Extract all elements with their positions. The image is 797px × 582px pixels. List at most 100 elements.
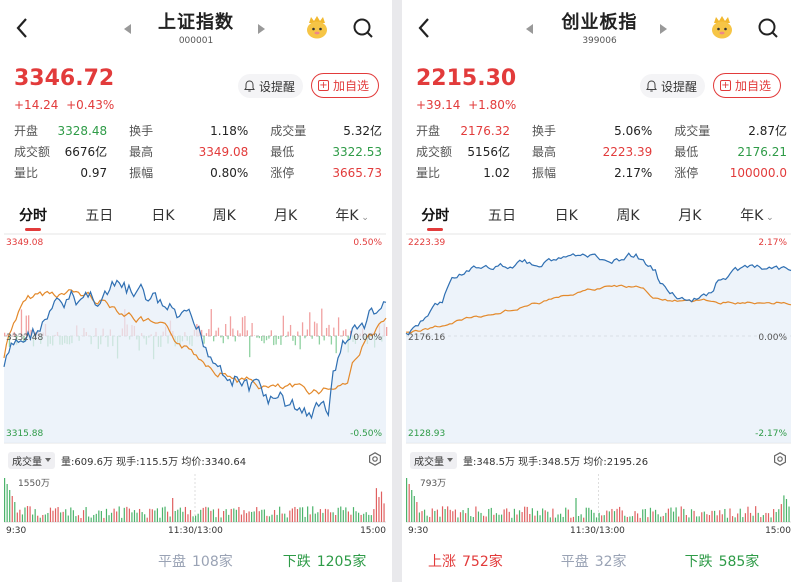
intraday-chart: 2223.39 2176.16 2128.93 2.17% 0.00% -2.1… [402,232,797,451]
volume-bar [544,510,546,522]
volume-bar [332,512,334,522]
set-alert-label: 设提醒 [661,79,698,94]
prev-triangle-icon[interactable] [124,24,131,34]
tab-3[interactable]: 周K [616,201,639,229]
gear-icon[interactable] [773,452,787,466]
momentum-bar [325,327,328,336]
tab-0[interactable]: 分时 [421,201,449,231]
gear-icon[interactable] [368,452,382,466]
volume-bar [11,496,13,522]
volume-bar [536,510,539,522]
volume-bar [243,510,245,522]
dropdown-triangle-icon [45,458,51,462]
volume-bar [141,512,143,522]
volume-bar [4,478,6,522]
volume-dropdown[interactable]: 成交量 [410,451,457,469]
search-icon[interactable] [757,17,779,39]
back-arrow-icon[interactable] [12,14,34,42]
mascot-icon[interactable] [709,14,735,40]
tab-2[interactable]: 日K [151,201,174,229]
chart-pct-low-label: -0.50% [350,429,382,439]
tab-2[interactable]: 日K [555,201,578,229]
volume-bar [172,498,174,522]
volume-bar [368,514,370,522]
add-watchlist-button[interactable]: + 加自选 [311,73,380,98]
chart-pct-high-label: 0.50% [353,238,382,248]
stats-row: 量比 1.02 振幅 2.17% 涨停 100000.0 [416,162,787,183]
volume-bar [380,491,383,522]
volume-bar [93,514,95,522]
change-percent: +0.43% [66,98,115,112]
tab-4[interactable]: 月K [274,201,297,229]
stat-label: 涨停 [270,166,295,180]
volume-bar [21,514,24,522]
tab-label: 年K [335,208,359,224]
volume-bar [575,498,577,522]
volume-bar [560,513,562,522]
stat-label: 成交量 [270,124,307,138]
volume-dropdown[interactable]: 成交量 [8,451,55,469]
tab-4[interactable]: 月K [678,201,701,229]
volume-bar [225,509,227,522]
chart-mid-label: 2176.16 [408,333,446,343]
tab-1[interactable]: 五日 [85,201,113,229]
volume-bar [675,507,677,522]
volume-bar [611,508,613,522]
volume-bar [352,507,355,522]
tab-5[interactable]: 年K ⌄ [335,201,369,229]
tab-1[interactable]: 五日 [488,201,516,229]
stat-label: 最高 [129,145,154,159]
add-watchlist-button[interactable]: + 加自选 [713,73,782,98]
prev-triangle-icon[interactable] [526,24,533,34]
volume-info: 量:348.5万 现手:348.5万 均价:2195.26 [463,456,649,468]
volume-bar [542,508,544,522]
volume-bar [212,509,215,522]
volume-bar [182,511,184,522]
momentum-bar [13,331,15,336]
tab-0[interactable]: 分时 [19,201,47,231]
volume-bar [220,517,222,522]
volume-bar [294,506,296,522]
set-alert-button[interactable]: 设提醒 [238,74,304,98]
tab-label: 月K [678,208,702,224]
volume-bar [585,507,587,522]
mascot-icon[interactable] [304,14,330,40]
momentum-bar [292,336,294,341]
momentum-bar [263,336,265,344]
momentum-bar [316,323,318,336]
volume-bar [773,509,775,522]
volume-bar [335,515,337,522]
volume-bar [547,511,549,522]
tab-3[interactable]: 周K [213,201,236,229]
momentum-bar [311,336,313,339]
volume-bar [606,510,608,522]
momentum-bar [256,336,258,338]
volume-bar [312,506,314,522]
volume-bar [721,514,723,522]
stat-item: 涨停 3665.73 [270,164,382,181]
volume-bar [296,509,299,522]
tab-5[interactable]: 年K ⌄ [740,201,774,229]
next-triangle-icon[interactable] [258,24,265,34]
volume-bar [526,506,528,522]
stat-item: 振幅 0.80% [129,164,248,181]
stat-value: 1.18% [210,123,249,138]
momentum-bar [261,336,263,341]
next-triangle-icon[interactable] [660,24,667,34]
volume-bar [266,515,268,522]
momentum-bar [201,329,203,336]
chart-high-label: 2223.39 [408,238,446,248]
volume-bar [67,515,69,522]
set-alert-button[interactable]: 设提醒 [640,74,706,98]
momentum-bar [258,336,260,339]
volume-bar [304,516,306,522]
momentum-bar [285,336,287,338]
back-arrow-icon[interactable] [414,14,436,42]
volume-bar [431,508,433,522]
tab-label: 五日 [85,208,114,224]
index-price: 3346.72 [14,66,115,91]
price-change: +14.24 +0.43% [14,98,114,112]
search-icon[interactable] [352,17,374,39]
volume-bar [151,509,153,522]
stat-value: 5.06% [614,123,653,138]
